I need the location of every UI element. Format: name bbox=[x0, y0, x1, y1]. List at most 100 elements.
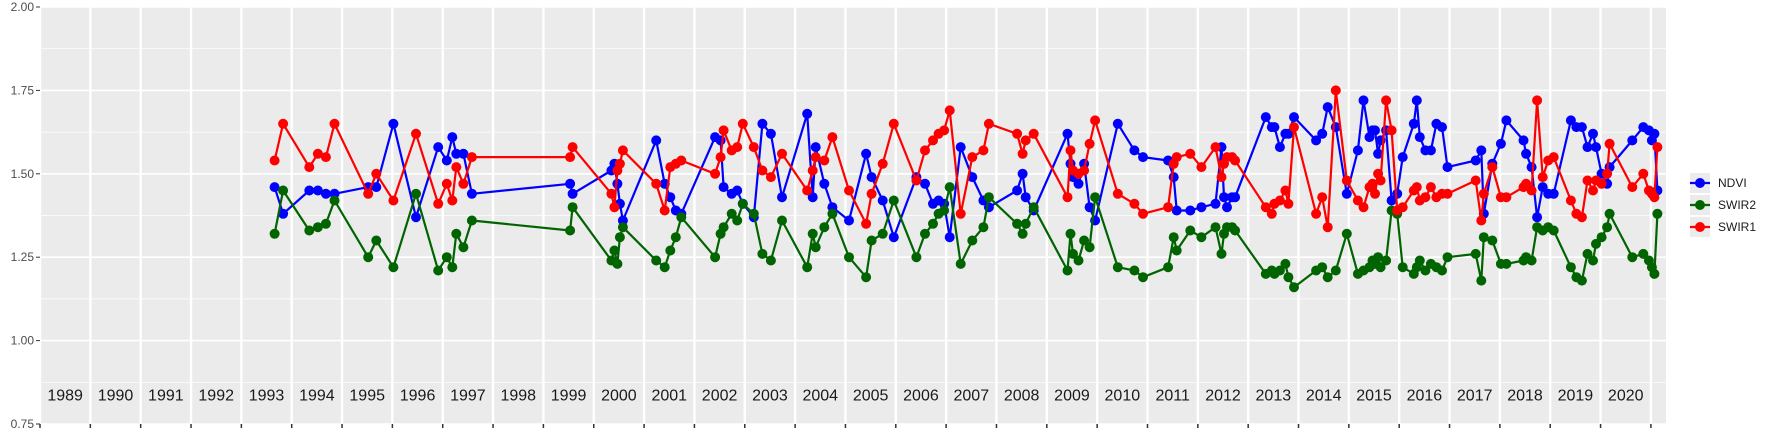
data-point bbox=[765, 172, 776, 183]
legend-key-point bbox=[1695, 200, 1705, 210]
data-point bbox=[1373, 148, 1384, 159]
data-point bbox=[565, 178, 576, 189]
data-point bbox=[1358, 202, 1369, 213]
data-point bbox=[371, 182, 382, 193]
data-point bbox=[802, 185, 813, 196]
data-point bbox=[1062, 192, 1073, 203]
data-point bbox=[411, 128, 421, 139]
data-point bbox=[567, 202, 578, 213]
data-point bbox=[1487, 162, 1498, 173]
data-point bbox=[1138, 272, 1148, 283]
data-point bbox=[1028, 202, 1039, 213]
series-swir1 bbox=[269, 85, 1663, 233]
data-point bbox=[944, 232, 955, 243]
data-point bbox=[458, 242, 469, 253]
data-point bbox=[1289, 112, 1299, 123]
data-point bbox=[1138, 152, 1148, 163]
data-point bbox=[441, 178, 452, 189]
data-point bbox=[827, 208, 838, 219]
data-point bbox=[1548, 152, 1559, 163]
data-point bbox=[1420, 192, 1431, 203]
data-point bbox=[1017, 228, 1028, 239]
data-point bbox=[1602, 168, 1613, 179]
year-label: 2012 bbox=[1205, 388, 1241, 405]
data-point bbox=[329, 118, 340, 129]
data-point bbox=[411, 188, 421, 199]
data-point bbox=[1168, 172, 1179, 183]
data-point bbox=[1084, 242, 1095, 253]
data-point bbox=[363, 252, 374, 263]
data-point bbox=[1591, 238, 1601, 249]
data-point bbox=[1576, 122, 1587, 133]
data-point bbox=[441, 252, 452, 263]
data-point bbox=[1358, 95, 1369, 106]
data-point bbox=[1501, 115, 1512, 126]
data-point bbox=[1196, 202, 1207, 213]
data-point bbox=[737, 198, 748, 209]
y-tick-label: 1.00 bbox=[11, 334, 35, 348]
data-point bbox=[1442, 188, 1453, 199]
data-point bbox=[955, 208, 966, 219]
data-point bbox=[1260, 202, 1271, 213]
data-point bbox=[1370, 125, 1380, 136]
data-point bbox=[411, 212, 421, 223]
data-point bbox=[1408, 118, 1419, 129]
data-point bbox=[1414, 132, 1425, 143]
data-point bbox=[1638, 248, 1649, 259]
data-point bbox=[1604, 138, 1615, 149]
data-point bbox=[1476, 275, 1487, 286]
data-point bbox=[1163, 262, 1174, 273]
year-label: 2007 bbox=[954, 388, 990, 405]
data-point bbox=[1062, 128, 1073, 139]
data-point bbox=[1079, 235, 1090, 246]
data-point bbox=[1373, 252, 1384, 263]
year-label: 2006 bbox=[903, 388, 939, 405]
year-label: 2013 bbox=[1256, 388, 1292, 405]
data-point bbox=[565, 152, 576, 163]
data-point bbox=[819, 155, 830, 166]
data-point bbox=[928, 218, 938, 229]
data-point bbox=[1230, 192, 1241, 203]
data-point bbox=[1381, 95, 1392, 106]
data-point bbox=[939, 205, 950, 216]
data-point bbox=[978, 145, 989, 156]
data-point bbox=[888, 232, 899, 243]
data-point bbox=[978, 222, 989, 233]
data-point bbox=[1129, 265, 1140, 276]
data-point bbox=[1392, 188, 1403, 199]
data-point bbox=[1090, 192, 1101, 203]
data-point bbox=[466, 215, 477, 226]
data-point bbox=[1518, 135, 1529, 146]
data-point bbox=[651, 255, 662, 266]
data-point bbox=[617, 222, 628, 233]
data-point bbox=[807, 228, 818, 239]
data-point bbox=[1289, 122, 1299, 133]
data-point bbox=[1478, 188, 1489, 199]
data-point bbox=[1582, 142, 1593, 153]
data-point bbox=[861, 148, 872, 159]
data-point bbox=[1411, 182, 1422, 193]
data-point bbox=[777, 215, 787, 226]
data-point bbox=[320, 188, 331, 199]
data-point bbox=[269, 182, 280, 193]
data-point bbox=[458, 148, 469, 159]
data-point bbox=[1442, 162, 1453, 173]
data-point bbox=[329, 195, 340, 206]
data-point bbox=[1565, 262, 1576, 273]
data-point bbox=[1289, 282, 1299, 293]
data-point bbox=[1588, 185, 1598, 196]
data-point bbox=[665, 245, 676, 256]
data-point bbox=[732, 142, 743, 153]
data-point bbox=[877, 228, 888, 239]
data-point bbox=[451, 148, 462, 159]
data-point bbox=[877, 158, 888, 169]
data-point bbox=[617, 145, 628, 156]
data-point bbox=[737, 118, 748, 129]
data-point bbox=[1112, 188, 1123, 199]
year-label: 2001 bbox=[651, 388, 687, 405]
data-point bbox=[1219, 192, 1229, 203]
data-point bbox=[1602, 222, 1613, 233]
data-point bbox=[1163, 202, 1174, 213]
data-point bbox=[920, 178, 930, 189]
